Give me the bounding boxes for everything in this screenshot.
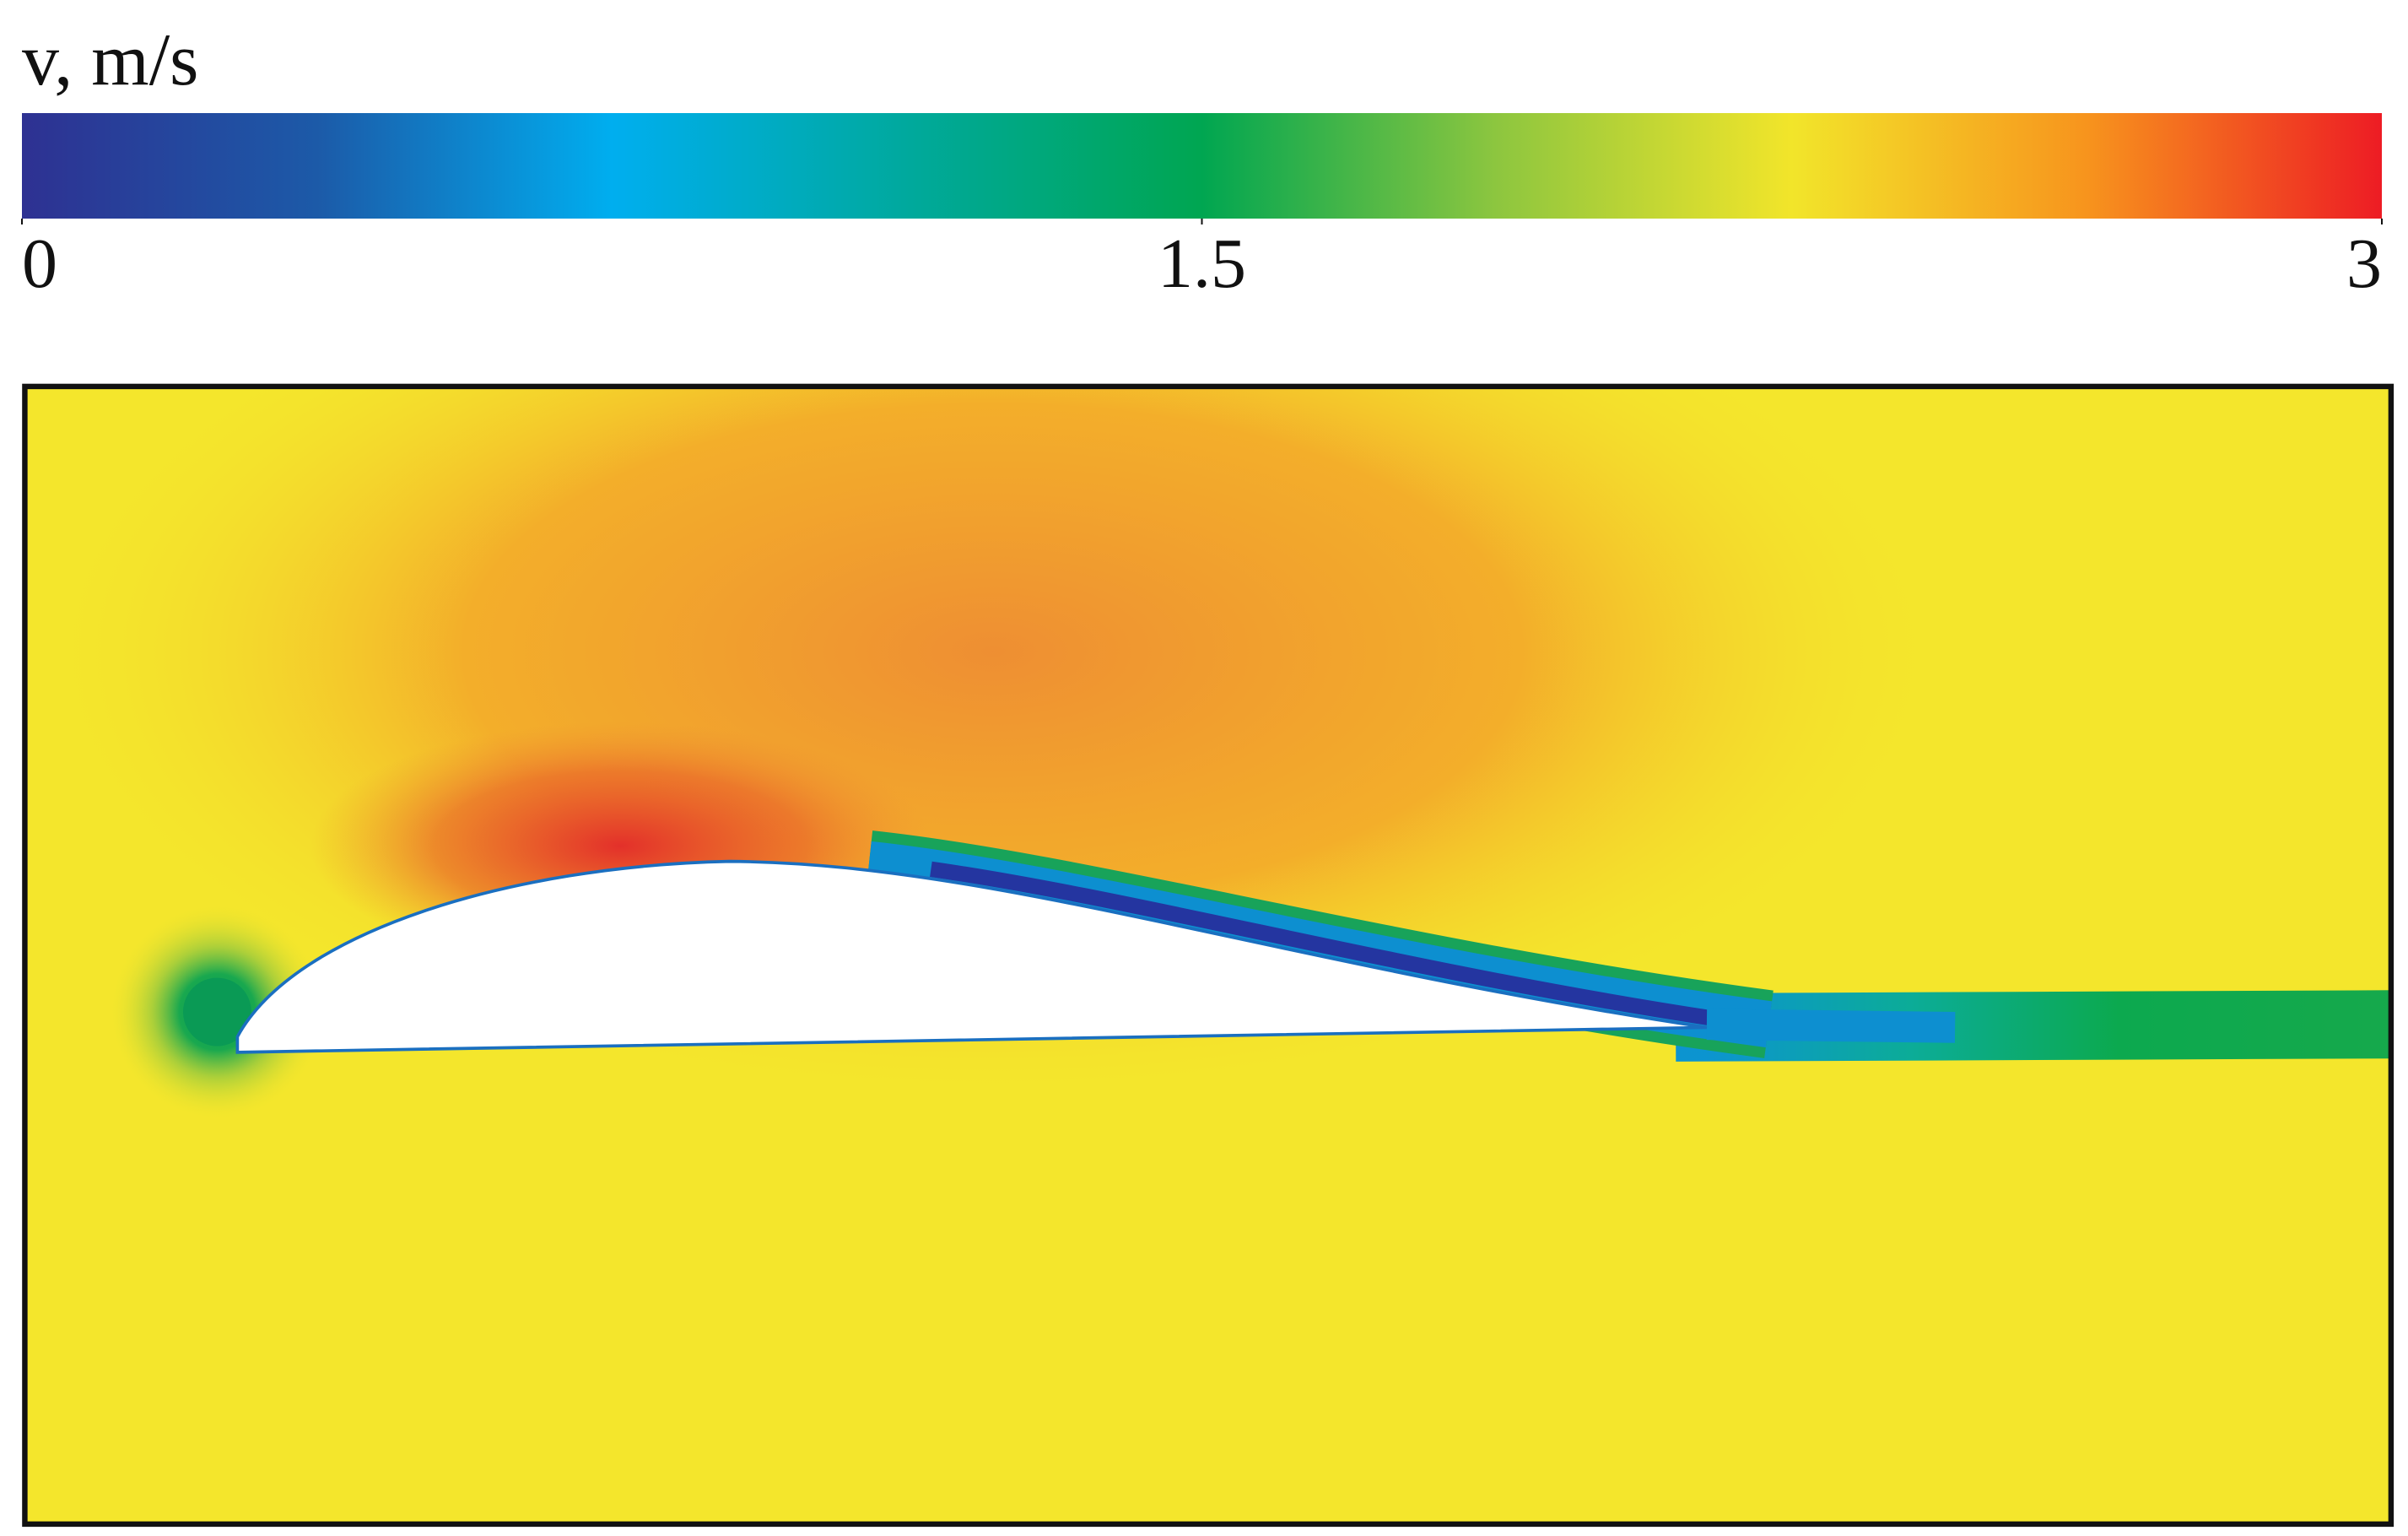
tick-label: 1.5	[1158, 224, 1246, 303]
flow-field	[22, 383, 2395, 1528]
colorbar-ticks: 0 1.5 3	[21, 219, 2383, 303]
tick-label: 3	[2346, 224, 2382, 303]
tick-label: 0	[22, 224, 57, 303]
colorbar-label: v, m/s	[22, 19, 198, 101]
colorbar	[22, 113, 2382, 219]
